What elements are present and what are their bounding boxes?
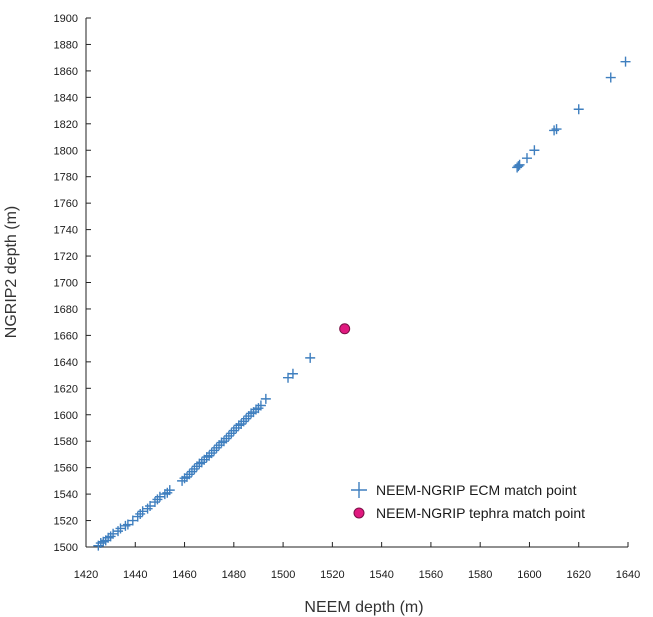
ecm-data-point [137,506,148,517]
ecm-data-point [241,413,252,424]
x-axis-ticks: 1420 1440 1460 1480 1500 1520 1540 1560 1580 1600… [74,542,640,581]
ecm-data-point [152,494,163,505]
x-tick-label: 1640 [616,569,640,581]
y-tick-label: 1600 [54,410,78,422]
ecm-data-point [209,445,220,456]
x-tick-label: 1560 [419,569,443,581]
y-tick-label: 1840 [54,92,78,104]
legend-circle-icon [353,507,365,519]
y-tick-label: 1900 [54,13,78,25]
y-axis-ticks: 1500 1520 1540 1560 1580 1600 1620 1640 1660 1680… [54,13,91,554]
tephra-data-point [339,323,351,335]
y-tick-label: 1760 [54,198,78,210]
ecm-data-point [512,162,523,173]
x-tick-label: 1420 [74,569,98,581]
x-tick-label: 1520 [320,569,344,581]
y-tick-label: 1640 [54,357,78,369]
legend: NEEM-NGRIP ECM match point NEEM-NGRIP te… [351,482,585,521]
y-tick-label: 1580 [54,436,78,448]
ecm-data-point [120,520,131,531]
y-tick-label: 1720 [54,251,78,263]
x-tick-label: 1540 [369,569,393,581]
series-tephra-match-points [339,323,351,335]
y-tick-label: 1680 [54,304,78,316]
y-tick-label: 1500 [54,542,78,554]
y-tick-label: 1560 [54,463,78,475]
x-tick-label: 1500 [271,569,295,581]
x-tick-label: 1620 [566,569,590,581]
y-tick-label: 1700 [54,278,78,290]
ecm-data-point [228,425,239,436]
x-tick-label: 1580 [468,569,492,581]
ecm-data-point [514,159,525,170]
y-tick-label: 1800 [54,145,78,157]
y-tick-label: 1860 [54,66,78,78]
ecm-data-point [620,56,631,67]
ecm-data-point [513,161,524,172]
ecm-data-point [255,400,266,411]
x-axis-title: NEEM depth (m) [304,599,423,616]
ecm-data-point [260,393,271,404]
y-tick-label: 1780 [54,172,78,184]
ecm-data-point [605,72,616,83]
ecm-data-point [113,526,124,537]
plot-area [93,56,631,551]
ecm-data-point [211,442,222,453]
y-axis-title: NGRIP2 depth (m) [3,206,20,338]
ecm-data-point [142,503,153,514]
y-tick-label: 1820 [54,119,78,131]
ecm-data-point [164,485,175,496]
legend-ecm-marker [351,482,367,498]
ecm-data-point [573,104,584,115]
y-tick-label: 1880 [54,39,78,51]
series-ecm-match-points [93,56,631,551]
ecm-data-point [305,352,316,363]
ecm-data-point [223,430,234,441]
x-tick-label: 1600 [517,569,541,581]
legend-tephra-marker [353,507,365,519]
y-tick-label: 1660 [54,330,78,342]
ecm-data-point [226,428,237,439]
legend-ecm-label: NEEM-NGRIP ECM match point [376,482,577,498]
y-tick-label: 1740 [54,225,78,237]
axes [85,18,628,548]
x-tick-label: 1480 [222,569,246,581]
ecm-data-point [549,125,560,136]
y-tick-label: 1540 [54,489,78,501]
ecm-data-point [186,466,197,477]
legend-tephra-label: NEEM-NGRIP tephra match point [376,505,585,521]
ecm-data-point [135,508,146,519]
x-tick-label: 1460 [172,569,196,581]
ecm-data-point [189,463,200,474]
y-tick-label: 1620 [54,383,78,395]
y-tick-label: 1520 [54,516,78,528]
ecm-data-point [521,153,532,164]
ecm-data-point [287,368,298,379]
legend-plus-icon [351,482,367,498]
ecm-data-point [551,124,562,135]
ecm-data-point [529,145,540,156]
x-tick-label: 1440 [123,569,147,581]
